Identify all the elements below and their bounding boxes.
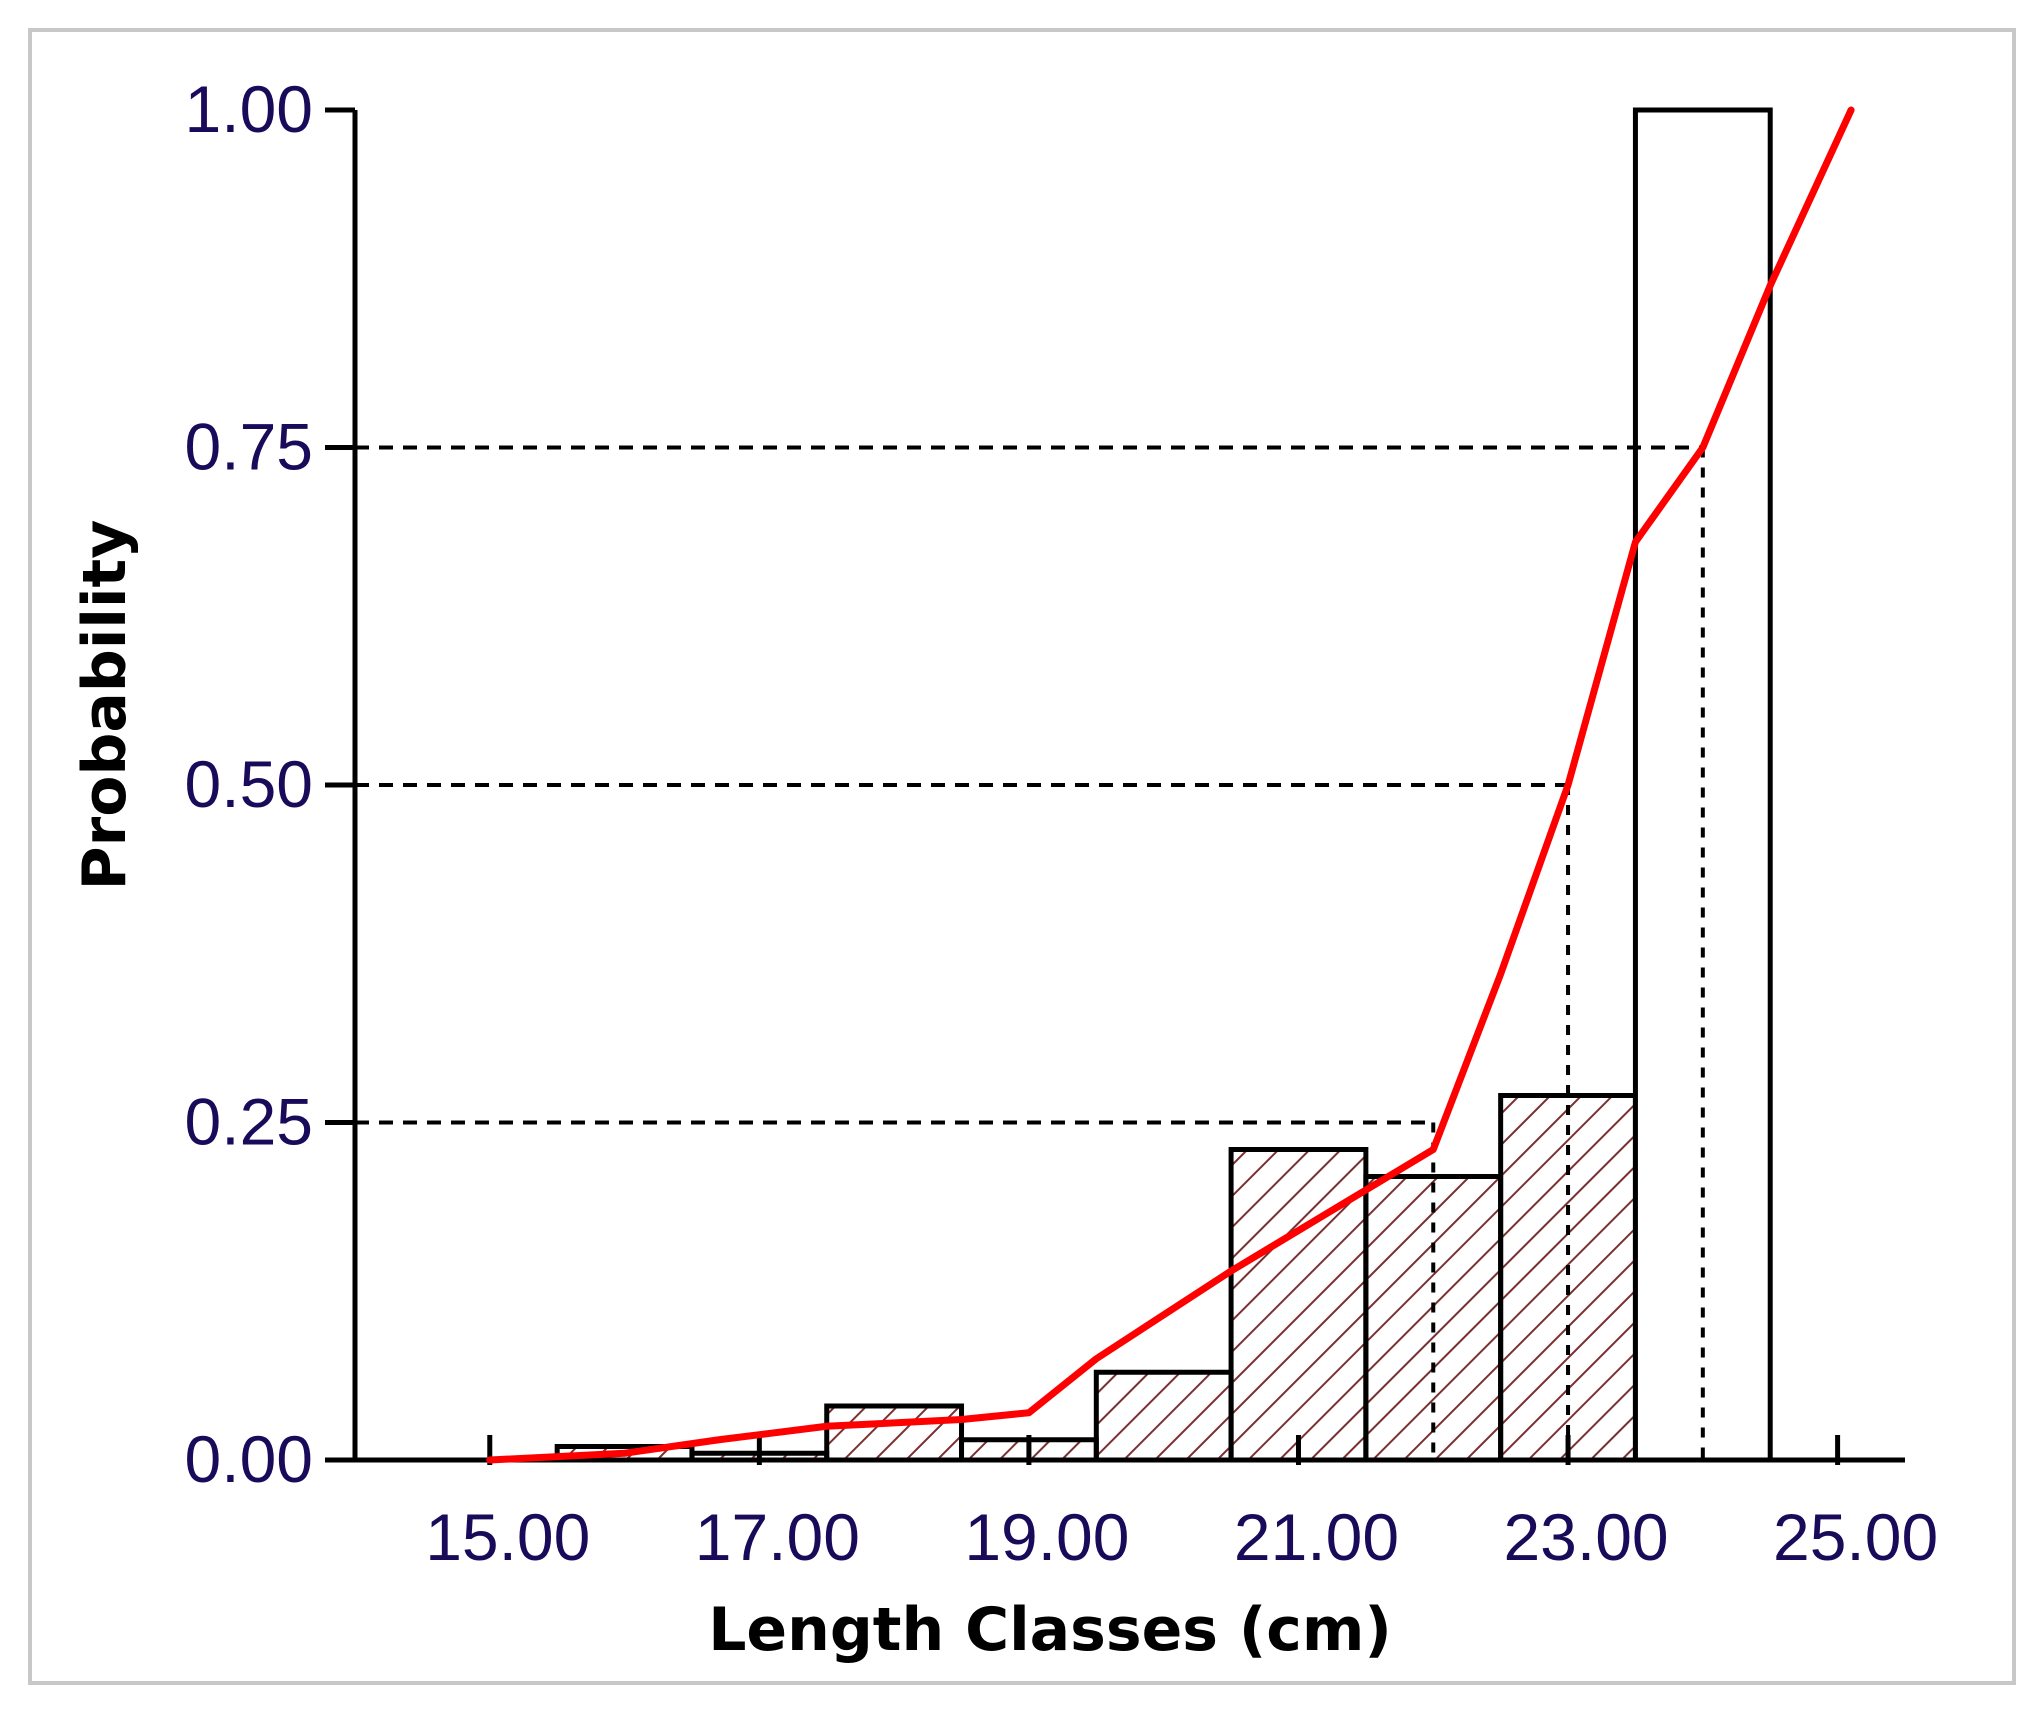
histogram-bar-6: [1228, 1147, 1369, 1463]
x-tick-label: 17.00: [695, 1500, 860, 1574]
y-tick-label: 1.00: [185, 72, 313, 146]
y-tick-label: 0.25: [185, 1085, 313, 1159]
x-tick-label: 21.00: [1234, 1500, 1399, 1574]
histogram-bar-3: [824, 1403, 965, 1463]
y-tick-label: 0.50: [185, 747, 313, 821]
probability-curve: [486, 106, 1855, 1464]
x-tick-label: 15.00: [425, 1500, 590, 1574]
y-tick-label: 0.00: [185, 1422, 313, 1496]
y-axis-title: Probability: [70, 520, 140, 891]
histogram-bar-5: [1093, 1369, 1234, 1463]
x-tick-label: 19.00: [964, 1500, 1129, 1574]
y-tick-label: 0.75: [185, 410, 313, 484]
histogram-bar-7: [1363, 1174, 1504, 1463]
histogram-bar-8: [1498, 1093, 1638, 1463]
x-tick-label: 25.00: [1773, 1500, 1938, 1574]
x-tick-label: 23.00: [1503, 1500, 1668, 1574]
x-axis-title: Length Classes (cm): [708, 1595, 1392, 1665]
